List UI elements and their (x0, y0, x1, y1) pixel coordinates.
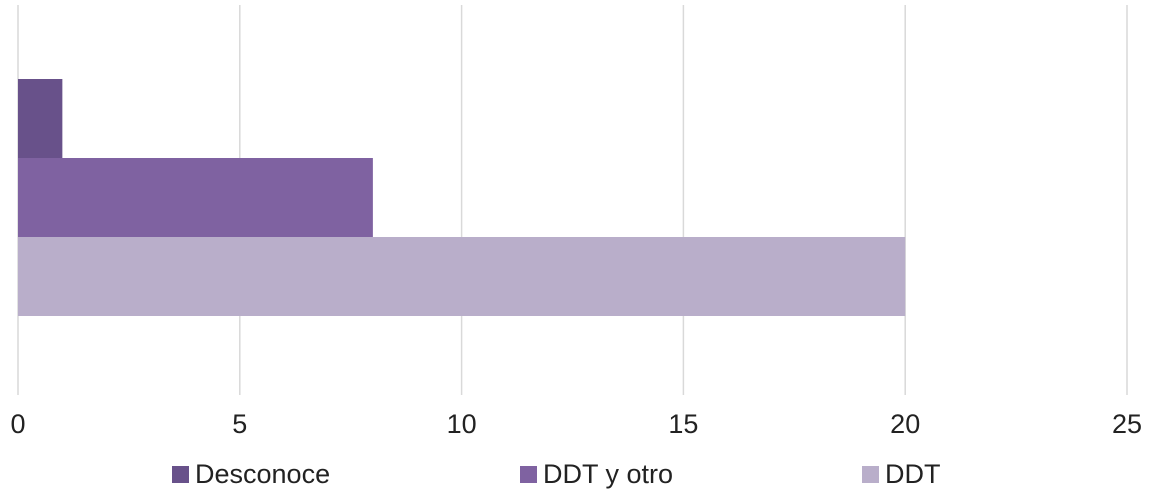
x-tick-label: 20 (890, 409, 920, 439)
legend-swatch (172, 466, 189, 483)
legend-label: DDT (885, 459, 941, 489)
x-tick-label: 15 (668, 409, 698, 439)
bar (18, 237, 906, 316)
legend-label: Desconoce (195, 459, 330, 489)
x-tick-label: 25 (1112, 409, 1142, 439)
legend-swatch (862, 466, 879, 483)
bar (18, 79, 63, 158)
x-tick-label: 5 (232, 409, 247, 439)
x-tick-label: 0 (10, 409, 25, 439)
legend-label: DDT y otro (543, 459, 673, 489)
bar (18, 158, 373, 237)
legend-swatch (520, 466, 537, 483)
x-tick-label: 10 (447, 409, 477, 439)
